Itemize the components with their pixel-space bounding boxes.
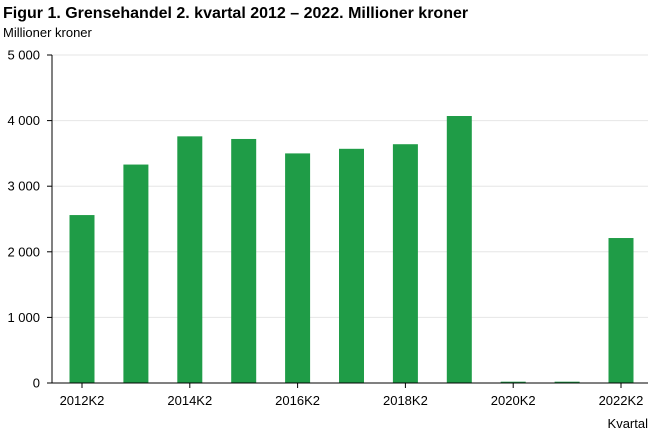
- bar-2013K2: [123, 164, 149, 383]
- bar-2012K2: [69, 215, 95, 383]
- y-tick-label: 0: [33, 376, 40, 391]
- bar-2017K2: [339, 148, 364, 383]
- y-tick-label: 3 000: [7, 179, 40, 194]
- bar-2020K2: [500, 381, 526, 383]
- bar-2016K2: [285, 153, 311, 383]
- bar-2022K2: [608, 238, 634, 383]
- bars: [69, 116, 634, 384]
- y-axis-ticks: 0 1 000 2 000 3 000 4 000 5 000: [7, 48, 53, 391]
- y-tick-label: 1 000: [7, 310, 40, 325]
- x-tick-label: 2022K2: [599, 393, 644, 408]
- x-tick-label: 2016K2: [275, 393, 320, 408]
- bar-2019K2: [446, 116, 472, 384]
- x-tick-label: 2012K2: [60, 393, 105, 408]
- bar-2014K2: [177, 136, 203, 383]
- x-axis-label: Kvartal: [608, 416, 649, 431]
- x-tick-label: 2020K2: [491, 393, 536, 408]
- x-tick-label: 2014K2: [167, 393, 212, 408]
- bar-2015K2: [231, 138, 257, 383]
- y-tick-label: 5 000: [7, 48, 40, 63]
- y-axis-label: Millioner kroner: [3, 25, 92, 40]
- chart-title: Figur 1. Grensehandel 2. kvartal 2012 – …: [3, 5, 469, 22]
- x-axis: 2012K2 2014K2 2016K2 2018K2 2020K2 2022K2: [52, 382, 648, 408]
- y-tick-label: 4 000: [7, 113, 40, 128]
- bar-2021K2: [554, 381, 580, 383]
- bar-2018K2: [392, 144, 418, 383]
- y-tick-label: 2 000: [7, 244, 40, 259]
- x-tick-label: 2018K2: [383, 393, 428, 408]
